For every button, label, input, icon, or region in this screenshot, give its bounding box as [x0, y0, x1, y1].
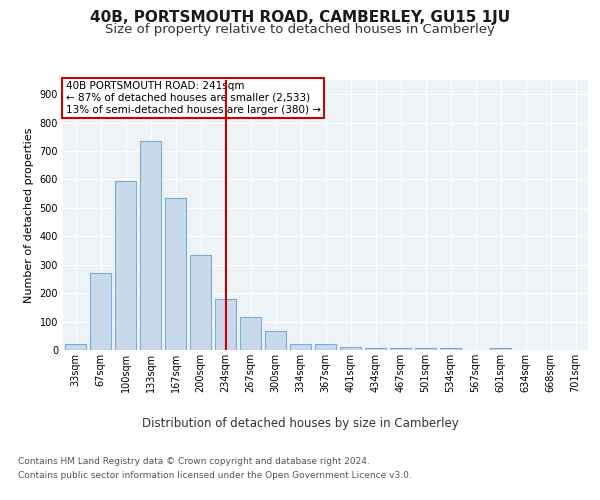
- Bar: [165, 198, 186, 350]
- Bar: [215, 300, 236, 350]
- Text: 40B PORTSMOUTH ROAD: 241sqm
← 87% of detached houses are smaller (2,533)
13% of : 40B PORTSMOUTH ROAD: 241sqm ← 87% of det…: [65, 82, 320, 114]
- Bar: [190, 255, 211, 350]
- Bar: [90, 274, 111, 350]
- Bar: [390, 348, 411, 350]
- Bar: [65, 344, 86, 350]
- Bar: [415, 348, 436, 350]
- Bar: [290, 344, 311, 350]
- Bar: [340, 346, 361, 350]
- Text: Distribution of detached houses by size in Camberley: Distribution of detached houses by size …: [142, 418, 458, 430]
- Bar: [440, 348, 461, 350]
- Bar: [315, 344, 336, 350]
- Bar: [240, 318, 261, 350]
- Y-axis label: Number of detached properties: Number of detached properties: [24, 128, 34, 302]
- Bar: [140, 141, 161, 350]
- Text: Contains HM Land Registry data © Crown copyright and database right 2024.: Contains HM Land Registry data © Crown c…: [18, 458, 370, 466]
- Bar: [115, 181, 136, 350]
- Text: 40B, PORTSMOUTH ROAD, CAMBERLEY, GU15 1JU: 40B, PORTSMOUTH ROAD, CAMBERLEY, GU15 1J…: [90, 10, 510, 25]
- Text: Contains public sector information licensed under the Open Government Licence v3: Contains public sector information licen…: [18, 471, 412, 480]
- Bar: [265, 330, 286, 350]
- Bar: [490, 348, 511, 350]
- Bar: [365, 348, 386, 350]
- Text: Size of property relative to detached houses in Camberley: Size of property relative to detached ho…: [105, 22, 495, 36]
